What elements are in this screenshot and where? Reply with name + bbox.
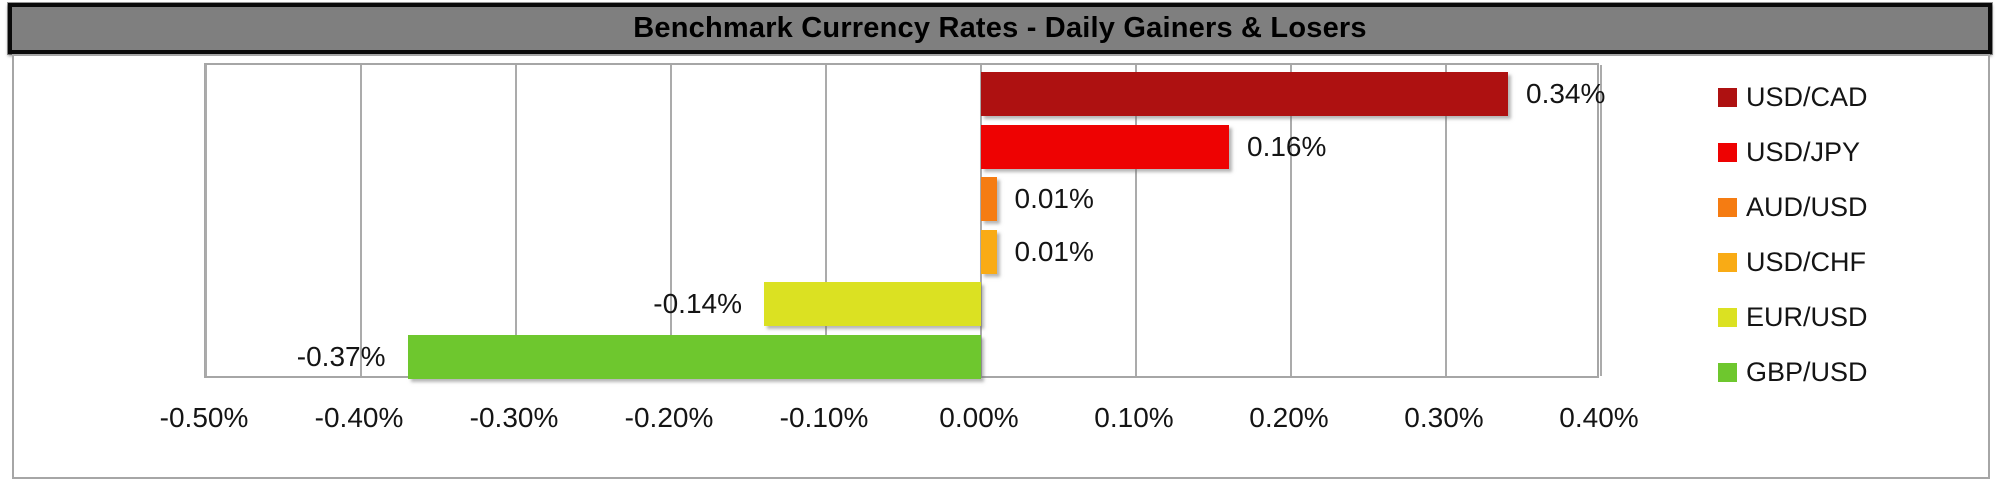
bar-value-label: 0.16% xyxy=(1247,130,1327,162)
bar-aud-usd xyxy=(981,177,997,221)
plot-area: 0.34% 0.16% 0.01% 0.01% -0.14% -0.37% xyxy=(204,63,1605,379)
x-tick-label: -0.20% xyxy=(624,402,714,433)
gridline xyxy=(1290,65,1292,376)
chart-title: Benchmark Currency Rates - Daily Gainers… xyxy=(633,12,1367,44)
legend: USD/CAD USD/JPY AUD/USD USD/CHF EUR/USD GBP/U… xyxy=(1718,70,1978,400)
legend-item-aud-usd: AUD/USD xyxy=(1718,180,1978,235)
gridline xyxy=(515,65,517,376)
gridline xyxy=(1600,65,1602,376)
bar-usd-cad xyxy=(981,72,1508,116)
bar-value-label: 0.01% xyxy=(1014,235,1094,267)
gridline xyxy=(1445,65,1447,376)
legend-swatch-icon xyxy=(1718,143,1737,162)
bar-value-label: 0.01% xyxy=(1014,183,1094,214)
legend-label: AUD/USD xyxy=(1746,192,1868,222)
legend-swatch-icon xyxy=(1718,308,1737,327)
gridline xyxy=(360,65,362,376)
legend-label: USD/JPY xyxy=(1746,137,1861,167)
legend-item-gbp-usd: GBP/USD xyxy=(1718,345,1978,400)
bar-usd-chf xyxy=(981,229,997,274)
bar-usd-jpy xyxy=(981,124,1229,169)
x-tick-label: -0.10% xyxy=(779,402,869,433)
legend-label: USD/CAD xyxy=(1746,82,1868,112)
bar-value-label: -0.37% xyxy=(296,340,386,372)
legend-item-usd-jpy: USD/JPY xyxy=(1718,125,1978,180)
x-tick-label: 0.00% xyxy=(939,402,1019,433)
x-tick-label: 0.30% xyxy=(1404,402,1484,433)
x-tick-label: -0.30% xyxy=(469,402,559,433)
x-tick-label: 0.20% xyxy=(1249,402,1329,433)
x-tick-label: -0.50% xyxy=(159,402,249,433)
x-tick-label: -0.40% xyxy=(314,402,404,433)
gridline xyxy=(670,65,672,376)
legend-label: USD/CHF xyxy=(1746,247,1866,277)
legend-swatch-icon xyxy=(1718,198,1737,217)
chart-title-bar: Benchmark Currency Rates - Daily Gainers… xyxy=(8,3,1992,54)
bar-eur-usd xyxy=(764,282,981,326)
bar-gbp-usd xyxy=(407,334,981,379)
legend-swatch-icon xyxy=(1718,363,1737,382)
bar-value-label: -0.14% xyxy=(653,288,742,319)
legend-item-eur-usd: EUR/USD xyxy=(1718,290,1978,345)
legend-swatch-icon xyxy=(1718,88,1737,107)
legend-item-usd-cad: USD/CAD xyxy=(1718,70,1978,125)
bar-value-label: 0.34% xyxy=(1526,78,1606,109)
legend-item-usd-chf: USD/CHF xyxy=(1718,235,1978,290)
gridline xyxy=(205,65,207,376)
legend-label: GBP/USD xyxy=(1746,357,1868,387)
legend-label: EUR/USD xyxy=(1746,302,1868,332)
x-tick-label: 0.40% xyxy=(1559,402,1639,433)
x-axis: -0.50% -0.40% -0.30% -0.20% -0.10% 0.00% 0.10%… xyxy=(160,378,1639,438)
gridline xyxy=(825,65,827,376)
legend-swatch-icon xyxy=(1718,253,1737,272)
gridline xyxy=(1135,65,1137,376)
x-tick-label: 0.10% xyxy=(1094,402,1174,433)
